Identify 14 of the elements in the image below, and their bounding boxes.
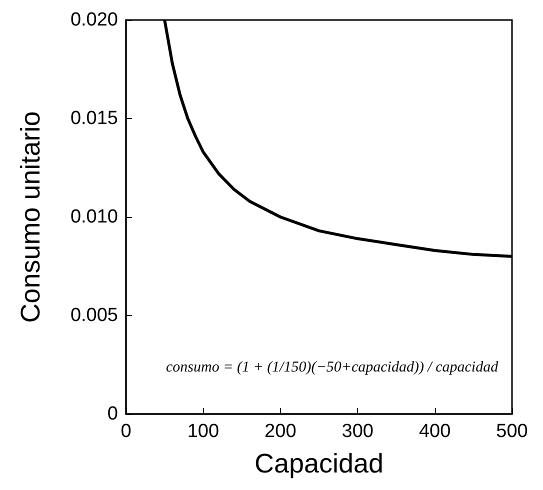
annotation: consumo = (1 + (1/150)(−50+capacidad)) / capacidad — [166, 360, 499, 376]
y-axis-title: Consumo unitario — [16, 111, 46, 323]
y-tick-label: 0 — [107, 404, 118, 424]
x-tick-label: 200 — [264, 421, 296, 442]
y-tick-label: 0.015 — [70, 108, 118, 129]
x-tick-label: 500 — [496, 421, 528, 442]
x-tick-label: 0 — [120, 421, 132, 442]
y-tick-label: 0.010 — [70, 206, 118, 228]
x-axis-title: Capacidad — [254, 448, 384, 478]
y-tick-label: 0.005 — [70, 305, 118, 326]
x-tick-label: 400 — [418, 421, 451, 442]
y-tick-label: 0.020 — [70, 10, 118, 30]
x-tick-label: 300 — [342, 421, 374, 442]
x-tick-label: 100 — [187, 421, 220, 442]
